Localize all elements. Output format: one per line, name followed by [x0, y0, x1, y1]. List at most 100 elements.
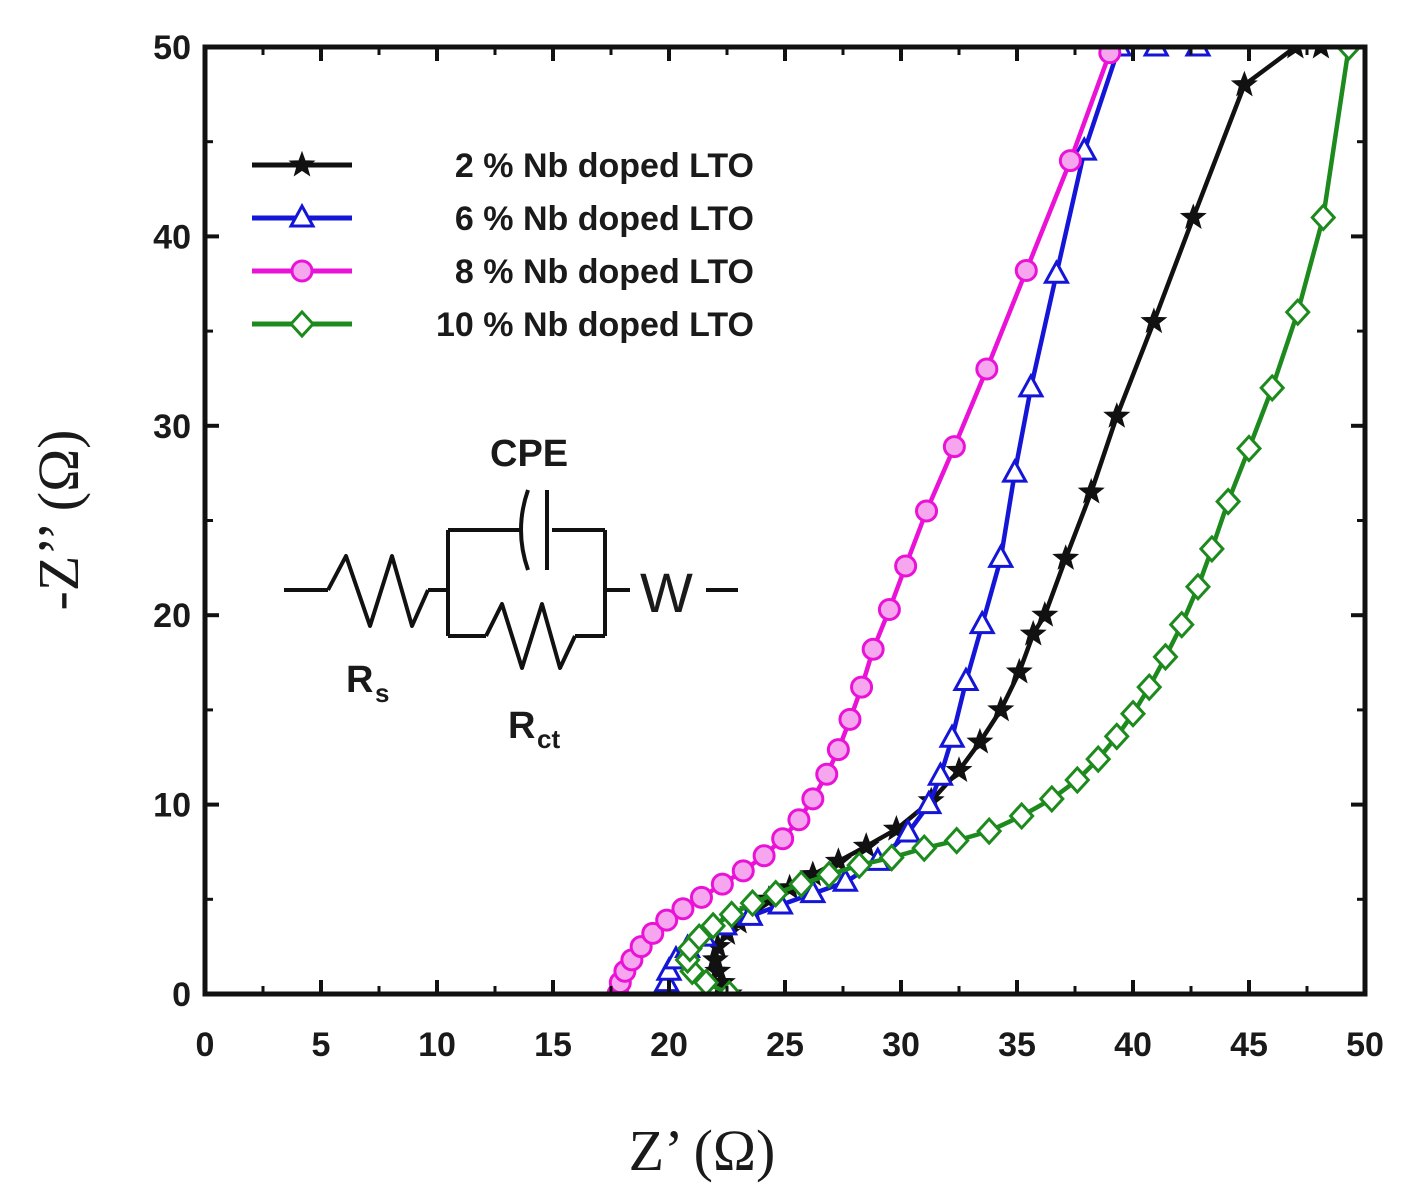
data-point	[1019, 619, 1047, 646]
data-point	[693, 968, 720, 994]
legend-item: 8 % Nb doped LTO	[252, 253, 754, 291]
data-point	[288, 309, 316, 339]
x-tick-label: 0	[196, 1026, 215, 1064]
series-3	[606, 47, 1122, 994]
x-tick-label: 30	[882, 1026, 920, 1064]
data-point	[861, 637, 885, 661]
data-point	[1001, 458, 1029, 483]
data-point	[1215, 487, 1242, 516]
resistor-rct-icon	[484, 602, 577, 670]
data-point	[852, 832, 880, 858]
data-point	[1038, 784, 1065, 814]
data-point	[771, 827, 795, 851]
data-point	[288, 202, 316, 228]
data-point	[689, 885, 713, 909]
data-point	[731, 859, 755, 883]
data-point	[915, 789, 943, 815]
data-point	[1085, 744, 1112, 774]
data-point	[290, 259, 314, 283]
parallel-branch	[446, 528, 607, 638]
legend-item: 10 % Nb doped LTO	[252, 306, 754, 344]
data-point	[788, 869, 815, 899]
data-point	[826, 738, 850, 762]
legend-label: 6 % Nb doped LTO	[455, 200, 754, 238]
data-point	[911, 833, 938, 863]
data-point	[816, 860, 843, 889]
axis-layer: 0 5 10 15 20 25 30 35 40 45 50 0 10 20 30 40 50	[153, 29, 1384, 1064]
legend-item: 6 % Nb doped LTO	[252, 200, 754, 238]
data-point	[952, 666, 980, 691]
legend-label: 2 % Nb doped LTO	[455, 147, 754, 185]
x-tick-label: 5	[312, 1026, 331, 1064]
data-point	[976, 816, 1003, 846]
data-point	[686, 922, 713, 952]
data-point	[739, 888, 766, 918]
data-point	[1014, 258, 1038, 282]
data-point	[710, 872, 734, 896]
data-point	[987, 695, 1015, 722]
equivalent-circuit-inset: W CPE R s R ct	[284, 433, 738, 754]
data-point	[943, 826, 970, 855]
legend: 2 % Nb doped LTO 6 % Nb doped LTO 8 % Nb d…	[252, 147, 754, 344]
data-point	[938, 723, 966, 748]
data-point	[762, 879, 789, 908]
series-line	[713, 47, 1321, 994]
data-point	[716, 979, 743, 994]
cpe-capacitor-icon	[519, 489, 549, 571]
data-point	[1103, 722, 1130, 751]
data-point	[815, 762, 839, 786]
data-point	[700, 911, 727, 941]
data-point	[1310, 203, 1337, 232]
data-point	[801, 787, 825, 811]
data-point	[926, 761, 954, 786]
data-point	[915, 499, 939, 523]
data-point	[1230, 70, 1258, 97]
data-point	[877, 598, 901, 622]
data-point	[942, 435, 966, 459]
data-point	[655, 908, 679, 932]
data-point	[1179, 203, 1207, 229]
y-tick-label: 20	[153, 597, 191, 635]
series-layer	[606, 47, 1362, 994]
data-point	[1008, 801, 1035, 831]
x-tick-label: 15	[534, 1026, 572, 1064]
x-tick-label: 35	[998, 1026, 1036, 1064]
data-point	[846, 850, 873, 880]
data-point	[671, 897, 695, 921]
circuit-label-rs: R	[346, 659, 373, 701]
data-point	[1103, 402, 1131, 428]
data-point	[1198, 534, 1225, 564]
data-point	[850, 675, 874, 699]
data-point	[1058, 149, 1082, 173]
data-point	[975, 357, 999, 381]
data-point	[878, 843, 905, 872]
resistor-rs-icon	[326, 554, 430, 628]
y-tick-label: 40	[153, 218, 191, 256]
data-point	[1184, 572, 1211, 602]
circuit-label-rct: R	[508, 705, 535, 747]
data-point	[288, 150, 316, 177]
legend-label: 10 % Nb doped LTO	[436, 306, 754, 344]
data-point	[1064, 765, 1091, 795]
data-point	[1140, 307, 1168, 334]
data-point	[1098, 47, 1122, 65]
data-point	[1052, 544, 1080, 570]
y-tick-label: 10	[153, 787, 191, 825]
x-tick-label: 40	[1114, 1026, 1152, 1064]
data-point	[1017, 372, 1045, 398]
data-point	[838, 707, 862, 731]
data-point	[1235, 434, 1263, 463]
legend-label: 8 % Nb doped LTO	[455, 253, 754, 291]
x-tick-label: 45	[1230, 1026, 1268, 1064]
series-4	[674, 47, 1362, 994]
data-point	[987, 543, 1015, 568]
series-line	[685, 47, 1352, 994]
data-point	[945, 756, 973, 782]
y-axis-title: -Z’’ (Ω)	[26, 430, 91, 611]
data-point	[1042, 259, 1070, 284]
circuit-label-cpe: CPE	[490, 433, 568, 475]
data-point	[1031, 601, 1059, 627]
data-point	[968, 609, 996, 635]
data-point	[1077, 477, 1105, 504]
